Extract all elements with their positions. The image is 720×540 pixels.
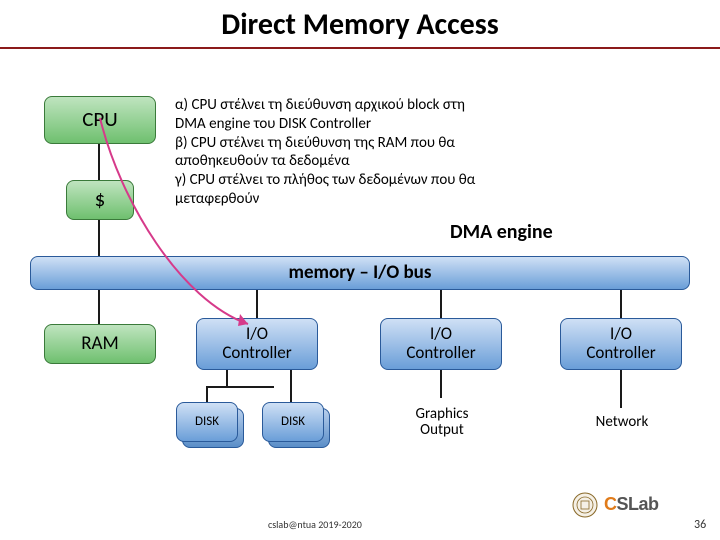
page-number: 36 xyxy=(694,518,706,532)
io-controller-1: I/O Controller xyxy=(196,318,318,370)
io-controller-3: I/O Controller xyxy=(560,318,682,370)
io-controller-2: I/O Controller xyxy=(380,318,502,370)
ram-box: RAM xyxy=(44,324,156,364)
network-label: Network xyxy=(574,408,670,436)
disk-1: DISK xyxy=(176,402,238,442)
desc-line: μεταφερθούν xyxy=(175,190,475,209)
desc-line: α) CPU στέλνει τη διεύθυνση αρχικού bloc… xyxy=(175,96,475,115)
description-text: α) CPU στέλνει τη διεύθυνση αρχικού bloc… xyxy=(175,96,475,209)
cpu-box: CPU xyxy=(44,96,156,144)
connector-line xyxy=(620,370,622,408)
ntua-logo xyxy=(572,492,598,518)
title-rule xyxy=(0,47,720,49)
connector-line xyxy=(226,386,274,388)
connector-line xyxy=(256,290,258,318)
connector-line xyxy=(98,220,100,256)
connector-line xyxy=(206,386,228,388)
connector-line xyxy=(440,370,442,398)
connector-line xyxy=(620,290,622,318)
desc-line: β) CPU στέλνει τη διεύθυνση της RAM που … xyxy=(175,134,475,153)
memory-io-bus: memory – I/O bus xyxy=(30,256,690,290)
slide-title: Direct Memory Access xyxy=(0,0,720,43)
dma-engine-label: DMA engine xyxy=(450,220,553,244)
connector-line xyxy=(98,290,100,324)
cslab-logo: CSLab xyxy=(604,494,682,518)
desc-line: DMA engine του DISK Controller xyxy=(175,115,475,134)
desc-line: γ) CPU στέλνει το πλήθος των δεδομένων π… xyxy=(175,171,475,190)
connector-line xyxy=(290,370,292,402)
footer-text: cslab@ntua 2019-2020 xyxy=(268,518,362,531)
graphics-output-label: Graphics Output xyxy=(394,398,490,446)
connector-line xyxy=(206,388,208,402)
desc-line: αποθηκευθούν τα δεδομένα xyxy=(175,152,475,171)
cache-box: $ xyxy=(66,180,134,220)
connector-line xyxy=(440,290,442,318)
connector-line xyxy=(98,144,100,180)
disk-2: DISK xyxy=(262,402,324,442)
